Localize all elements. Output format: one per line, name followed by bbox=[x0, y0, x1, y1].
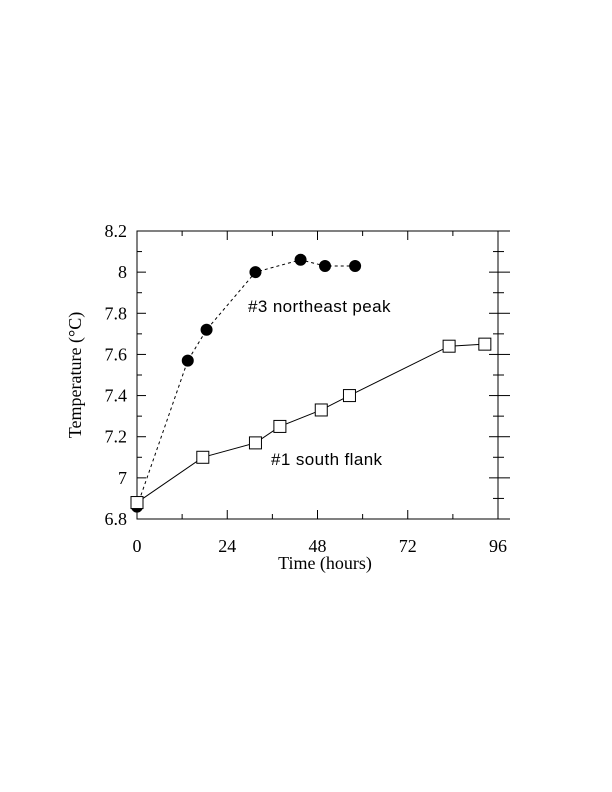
data-point-circle bbox=[181, 354, 194, 367]
y-tick-label: 8 bbox=[118, 262, 127, 282]
y-tick-label: 8.2 bbox=[105, 221, 128, 241]
y-tick-label: 7.6 bbox=[105, 344, 128, 364]
y-tick-labels: 6.8 7 7.2 7.4 7.6 7.8 8 8.2 bbox=[105, 221, 128, 529]
data-point-square bbox=[273, 419, 287, 433]
data-point-circle bbox=[294, 253, 307, 266]
data-point-square bbox=[342, 389, 356, 403]
series-markers bbox=[130, 253, 492, 513]
x-tick-labels: 0 24 48 72 96 bbox=[133, 536, 508, 556]
y-tick-label: 7 bbox=[118, 468, 127, 488]
y-axis-label: Temperature (°C) bbox=[65, 312, 86, 438]
data-point-square bbox=[130, 496, 144, 510]
data-point-circle bbox=[249, 266, 262, 279]
x-axis-label: Time (hours) bbox=[278, 553, 372, 574]
y-tick-label: 7.2 bbox=[105, 427, 128, 447]
x-tick-label: 96 bbox=[489, 536, 507, 556]
data-point-square bbox=[314, 403, 328, 417]
data-point-square bbox=[442, 339, 456, 353]
y-tick-label: 6.8 bbox=[105, 509, 128, 529]
data-point-circle bbox=[319, 259, 332, 272]
data-point-square bbox=[196, 450, 210, 464]
data-point-circle bbox=[200, 323, 213, 336]
series-label-south-flank: #1 south flank bbox=[271, 450, 383, 469]
x-tick-label: 24 bbox=[218, 536, 236, 556]
plot-frame bbox=[136, 230, 499, 520]
data-point-square bbox=[478, 337, 492, 351]
data-point-circle bbox=[349, 259, 362, 272]
y-tick-label: 7.8 bbox=[105, 303, 128, 323]
x-tick-label: 72 bbox=[399, 536, 417, 556]
axis-ticks bbox=[136, 230, 510, 520]
x-tick-label: 0 bbox=[133, 536, 142, 556]
series-line-1 bbox=[136, 343, 485, 503]
series-label-northeast-peak: #3 northeast peak bbox=[248, 297, 391, 316]
y-tick-label: 7.4 bbox=[105, 386, 128, 406]
x-tick-label: 48 bbox=[309, 536, 327, 556]
data-point-square bbox=[248, 436, 262, 450]
